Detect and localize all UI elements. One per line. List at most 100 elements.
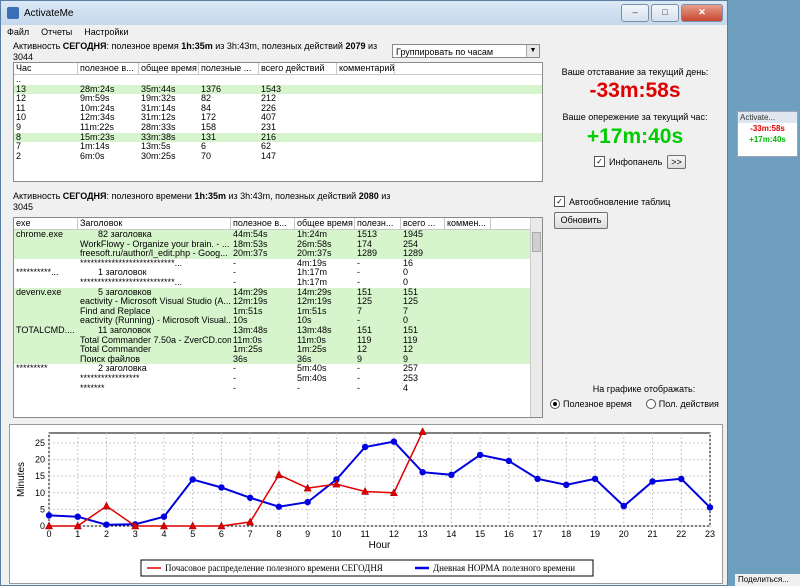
x-tick-label: 20	[619, 529, 629, 539]
table-row[interactable]: ***************** - 5m:40s - 253	[14, 374, 542, 384]
radio-icon[interactable]	[645, 399, 656, 409]
table-row[interactable]: 10 12m:34s 31m:12s 172 407	[14, 113, 542, 123]
hours-table[interactable]: Час полезное в... общее время полезные ... в…	[13, 62, 543, 182]
column-header[interactable]: комментарий	[339, 63, 395, 74]
table-row[interactable]: 2 6m:0s 30m:25s 70 147	[14, 152, 542, 162]
scrollbar-thumb[interactable]	[532, 232, 541, 252]
minimize-button[interactable]: –	[621, 4, 649, 22]
table-cell: 20m:37s	[233, 249, 268, 259]
chart-legend	[140, 559, 594, 577]
close-button[interactable]: ✕	[681, 4, 723, 22]
table-cell: 407	[261, 113, 277, 123]
table-row[interactable]: chrome.exe 82 заголовка 44m:54s 1h:24m 1513 1…	[14, 230, 542, 240]
group-by-select[interactable]: Группировать по часам ▼	[392, 44, 540, 58]
table-cell	[445, 364, 491, 374]
table-cell	[445, 374, 491, 384]
menu-file[interactable]: Файл	[7, 27, 30, 37]
table-cell: 19m:32s	[141, 94, 176, 104]
table-row[interactable]: **********... 1 заголовок - 1h:17m - 0	[14, 268, 542, 278]
table-cell: *********	[16, 364, 48, 374]
column-header[interactable]: коммен...	[445, 218, 491, 229]
table-cell: 11	[16, 103, 26, 113]
caption-useful-time: 1h:35m	[181, 41, 213, 51]
column-header[interactable]: общее время	[295, 218, 355, 229]
table-row[interactable]: ..	[14, 75, 542, 85]
table-row[interactable]: TOTALCMD.... 11 заголовок 13m:48s 13m:48s 15…	[14, 325, 542, 336]
checkbox-icon[interactable]: ✓	[554, 196, 565, 207]
menu-settings[interactable]: Настройки	[84, 27, 129, 37]
checkbox-icon[interactable]: ✓	[594, 156, 605, 167]
table-row[interactable]: ******* - - - 4	[14, 384, 542, 394]
table-row[interactable]: freesoft.ru/author/l_edit.php - Goog... 2…	[14, 249, 542, 259]
column-header[interactable]: полезное в...	[78, 63, 139, 74]
table-cell: 16	[403, 258, 414, 268]
table-row[interactable]: WorkFlowy - Organize your brain. - ... 18…	[14, 239, 542, 250]
table-row[interactable]: Find and Replace 1m:51s 1m:51s 7 7	[14, 306, 542, 317]
auto-update-checkbox[interactable]: ✓ Автообновление таблиц	[554, 196, 670, 207]
expand-button[interactable]: >>	[667, 155, 686, 169]
table-cell: 131	[201, 132, 217, 142]
table-cell: 12m:19s	[233, 297, 268, 307]
table-cell: 1h:17m	[297, 277, 328, 287]
table-cell	[199, 75, 259, 85]
radio-useful-time[interactable]: Полезное время	[550, 399, 632, 409]
table-row[interactable]: 12 9m:59s 19m:32s 82 212	[14, 94, 542, 104]
column-header[interactable]: exe	[14, 218, 78, 229]
column-header[interactable]: общее время	[139, 63, 199, 74]
table-row[interactable]: eactivity - Microsoft Visual Studio (A..…	[14, 297, 542, 307]
table-cell: 30m:25s	[141, 151, 176, 161]
table-row[interactable]: 7 1m:14s 13m:5s 6 62	[14, 142, 542, 152]
table-cell: -	[357, 364, 360, 374]
table-row[interactable]: devenv.exe 5 заголовков 14m:29s 14m:29s 151 1…	[14, 287, 542, 298]
table-row[interactable]: ********* 2 заголовка - 5m:40s - 257	[14, 364, 542, 374]
table-row[interactable]: Поиск файлов 36s 36s 9 9	[14, 354, 542, 365]
column-header[interactable]: Заголовок	[78, 218, 231, 229]
refresh-button[interactable]: Обновить	[554, 212, 608, 229]
menu-reports[interactable]: Отчеты	[41, 27, 73, 37]
table-cell: 1289	[403, 249, 424, 259]
caption-actions: 2080	[358, 191, 379, 201]
y-tick-label: 5	[40, 504, 45, 514]
table-cell: *****************	[80, 373, 140, 383]
column-header[interactable]: полезное в...	[231, 218, 295, 229]
column-header[interactable]: всего ...	[401, 218, 445, 229]
table-cell: 31m:14s	[141, 103, 176, 113]
legend-label-norm: Дневная НОРМА полезного времени	[433, 563, 575, 573]
table-cell: 70	[201, 151, 212, 161]
column-header[interactable]: полезные ...	[199, 63, 259, 74]
column-header[interactable]: полезн...	[355, 218, 401, 229]
table-cell: -	[233, 364, 236, 374]
table-cell: 35m:44s	[141, 84, 176, 94]
table-row[interactable]: 9 11m:22s 28m:33s 158 231	[14, 123, 542, 133]
table-cell: 10s	[297, 316, 312, 326]
share-button[interactable]: Поделиться...	[735, 574, 800, 586]
table-cell	[14, 240, 78, 250]
table-cell: 0	[403, 277, 409, 287]
vertical-scrollbar[interactable]	[530, 218, 542, 417]
radio-useful-actions[interactable]: Пол. действия	[645, 399, 719, 409]
column-header[interactable]: всего действий	[259, 63, 337, 74]
radio-icon[interactable]	[550, 399, 560, 409]
maximize-button[interactable]: □	[651, 4, 679, 22]
table-cell: 174	[357, 239, 373, 249]
table-row[interactable]: eactivity (Running) - Microsoft Visual..…	[14, 316, 542, 326]
table-cell: 9m:59s	[80, 94, 110, 104]
chevron-down-icon[interactable]: ▼	[526, 45, 539, 57]
table-row[interactable]: 11 10m:24s 31m:14s 84 226	[14, 104, 542, 114]
title-bar[interactable]: ActivateMe – □ ✕	[1, 1, 727, 25]
auto-update-label: Автообновление таблиц	[569, 196, 671, 207]
today-data-point	[44, 521, 54, 530]
today-data-point	[73, 521, 82, 530]
table-row[interactable]: Total Commander 7.50a - ZverCD.com 11m:0s…	[14, 335, 542, 346]
x-tick-label: 12	[389, 529, 399, 539]
table-row[interactable]: 8 15m:23s 33m:38s 131 216	[14, 132, 542, 143]
table-row[interactable]: ***************************... - 1h:17m - 0	[14, 278, 542, 288]
table-row[interactable]: 13 28m:24s 35m:44s 1376 1543	[14, 84, 542, 95]
y-tick-label: 10	[35, 488, 45, 498]
infopanel-checkbox[interactable]: ✓ Инфопанель	[594, 156, 662, 167]
table-row[interactable]: ***************************... - 4m:19s - 16	[14, 259, 542, 269]
table-row[interactable]: Total Commander 1m:25s 1m:25s 12 12	[14, 345, 542, 355]
apps-table[interactable]: exe Заголовок полезное в... общее время поле…	[13, 217, 543, 418]
column-header[interactable]: Час	[14, 63, 78, 74]
side-info-panel[interactable]: Activate... -33m:58s +17m:40s	[737, 111, 798, 157]
